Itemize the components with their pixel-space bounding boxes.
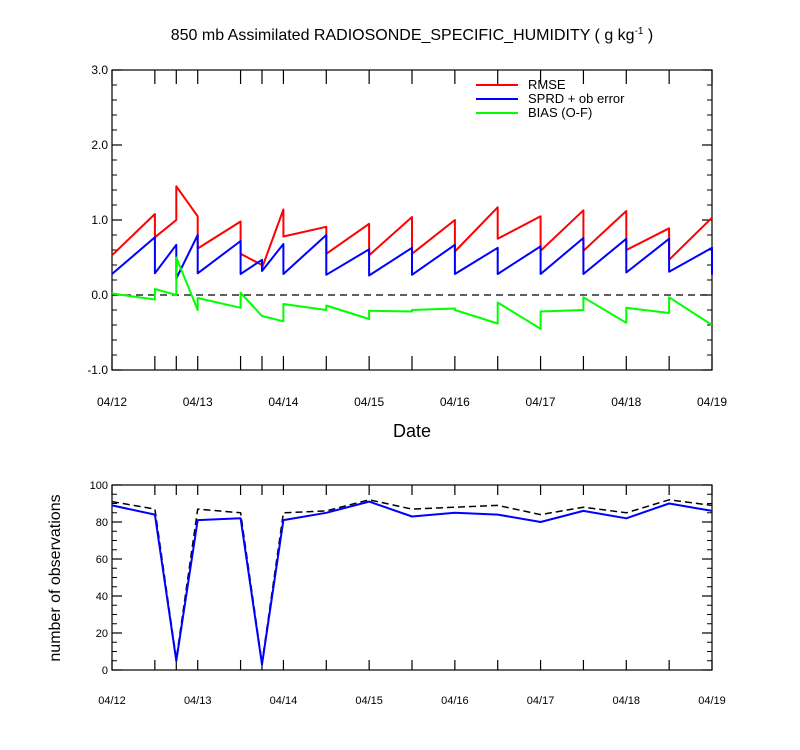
series-line-bias-o-f	[111, 256, 713, 330]
y-tick-label: 20	[96, 628, 108, 640]
y-tick-label: 0	[102, 665, 108, 677]
x-tick-label: 04/18	[613, 695, 641, 707]
legend-label: RMSE	[528, 77, 566, 92]
x-tick-label: 04/15	[354, 395, 384, 409]
series-line-possible	[111, 499, 713, 664]
series-line-sprd-ob-error	[111, 234, 713, 280]
y-tick-label: 60	[96, 554, 108, 566]
top-chart: 04/12 04/13 04/14 04/15 04/16 04/17 04/18 04/19…	[87, 63, 727, 409]
x-tick-label: 04/12	[97, 395, 127, 409]
top-chart-title: 850 mb Assimilated RADIOSONDE_SPECIFIC_H…	[171, 26, 654, 44]
y-tick-label: 80	[96, 517, 108, 529]
x-tick-label: 04/17	[526, 395, 556, 409]
x-tick-label: 04/14	[270, 695, 298, 707]
title-text: 850 mb Assimilated RADIOSONDE_SPECIFIC_H…	[171, 27, 635, 44]
title-exponent: -1	[635, 26, 644, 37]
y-tick-label: -1.0	[87, 363, 108, 377]
x-tick-label: 04/17	[527, 695, 555, 707]
x-tick-label: 04/14	[268, 395, 298, 409]
bottom-chart: 04/12 04/13 04/14 04/15 04/16 04/17 04/18 04/19…	[90, 480, 726, 707]
x-tick-label: 04/19	[698, 695, 726, 707]
title-close: )	[643, 27, 653, 44]
x-tick-label: 04/19	[697, 395, 727, 409]
y-tick-label: 3.0	[91, 63, 108, 77]
x-tick-label: 04/16	[441, 695, 469, 707]
y-tick-label: 0.0	[91, 288, 108, 302]
y-tick-label: 40	[96, 591, 108, 603]
x-tick-label: 04/15	[355, 695, 383, 707]
series-line-assimilated	[111, 500, 713, 666]
y-tick-label: 2.0	[91, 138, 108, 152]
y-tick-label: 1.0	[91, 213, 108, 227]
y-tick-label: 100	[90, 480, 108, 492]
legend-label: BIAS (O-F)	[528, 105, 592, 120]
bottom-chart-ylabel: number of observations	[47, 494, 64, 661]
x-tick-label: 04/13	[183, 395, 213, 409]
legend-label: SPRD + ob error	[528, 91, 625, 106]
x-tick-label: 04/18	[611, 395, 641, 409]
x-tick-label: 04/16	[440, 395, 470, 409]
top-chart-xlabel: Date	[393, 421, 431, 441]
x-tick-label: 04/12	[98, 695, 126, 707]
x-tick-label: 04/13	[184, 695, 212, 707]
